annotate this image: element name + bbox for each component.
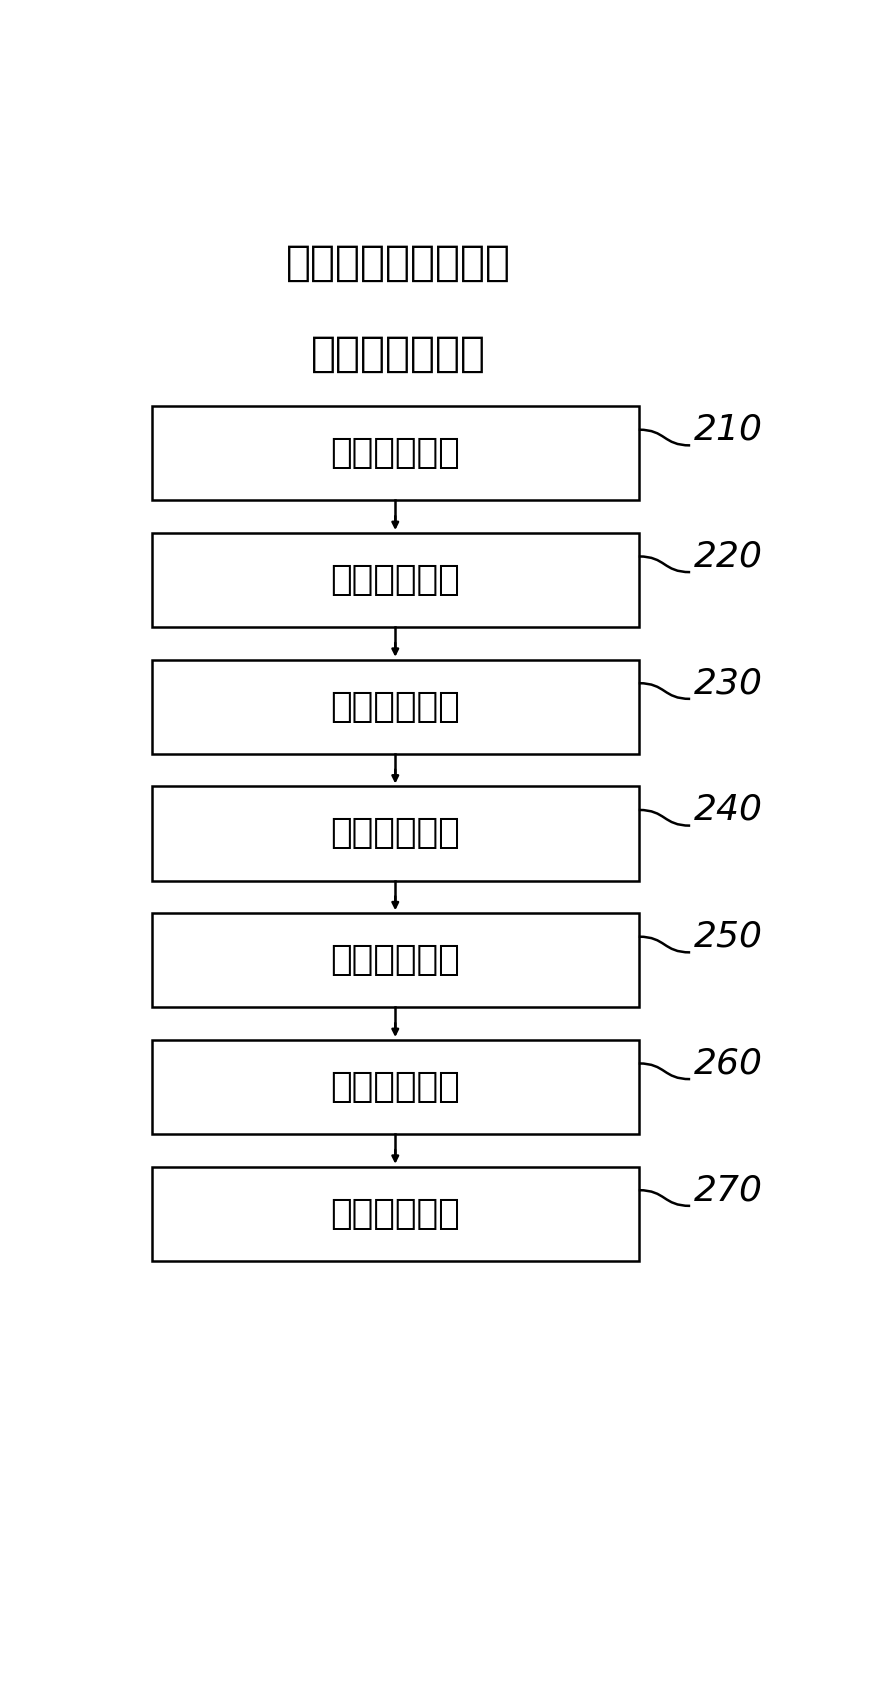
Bar xyxy=(152,660,639,753)
Text: 210: 210 xyxy=(694,412,762,446)
Text: 第一记录模块: 第一记录模块 xyxy=(330,1071,460,1105)
Text: 用于采油井的套管漏: 用于采油井的套管漏 xyxy=(286,241,512,283)
Text: 220: 220 xyxy=(694,540,762,574)
Text: 270: 270 xyxy=(694,1173,762,1207)
Text: 第三处理模块: 第三处理模块 xyxy=(330,689,460,723)
Text: 260: 260 xyxy=(694,1047,762,1081)
Text: 第二处理模块: 第二处理模块 xyxy=(330,563,460,597)
Text: 第一判断模块: 第一判断模块 xyxy=(330,944,460,977)
Text: 230: 230 xyxy=(694,667,762,701)
Text: 第一计算模块: 第一计算模块 xyxy=(330,1196,460,1230)
Bar xyxy=(152,786,639,881)
Text: 第一采集模块: 第一采集模块 xyxy=(330,816,460,850)
Text: 250: 250 xyxy=(694,920,762,954)
Text: 240: 240 xyxy=(694,792,762,826)
Text: 第一处理模块: 第一处理模块 xyxy=(330,436,460,470)
Bar xyxy=(152,1040,639,1134)
Bar xyxy=(152,533,639,626)
Text: 点深度检测装置: 点深度检测装置 xyxy=(312,333,486,375)
Bar xyxy=(152,406,639,501)
Bar xyxy=(152,1166,639,1261)
Bar xyxy=(152,913,639,1008)
